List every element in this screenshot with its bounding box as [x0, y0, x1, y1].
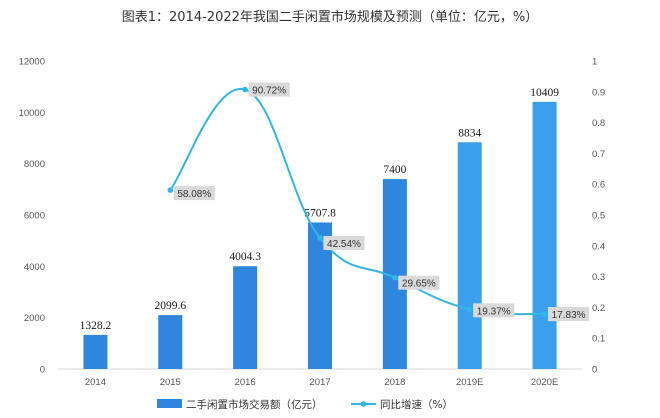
y-right-tick-label: 0.6: [592, 180, 605, 191]
bar: [457, 142, 482, 369]
y-right-tick-label: 0.8: [592, 118, 605, 129]
y-left-tick-label: 0: [40, 365, 45, 376]
x-tick-label: 2018: [384, 377, 405, 388]
y-right-tick-label: 0.9: [592, 87, 605, 98]
y-right-tick-label: 0: [592, 365, 597, 376]
y-right-tick-label: 0.7: [592, 149, 605, 160]
x-tick-label: 2017: [309, 377, 330, 388]
bar: [83, 334, 108, 369]
growth-rate-label: 42.54%: [327, 239, 361, 250]
growth-rate-label-bg: [248, 82, 290, 97]
growth-rate-point: [317, 235, 323, 241]
growth-rate-label: 29.65%: [402, 279, 436, 290]
bar: [233, 266, 258, 369]
y-right-tick-label: 1: [592, 57, 597, 68]
legend-bar-label: 二手闲置市场交易额（亿元）: [186, 398, 323, 411]
y-right-tick-label: 0.4: [592, 241, 605, 252]
growth-rate-point: [466, 306, 473, 313]
x-tick-label: 2015: [160, 377, 181, 388]
y-left-tick-label: 8000: [24, 159, 45, 170]
growth-rate-label-bg: [173, 186, 215, 201]
bar-value-label: 2099.6: [154, 300, 186, 312]
chart-title: 图表1：2014-2022年我国二手闲置市场规模及预测（单位：亿元，%）: [121, 10, 539, 25]
y-right-tick-label: 0.1: [592, 334, 605, 345]
x-tick-label: 2020E: [531, 377, 558, 388]
bar-value-label: 5707.8: [304, 207, 336, 219]
growth-rate-label-bg: [323, 235, 365, 250]
y-left-tick-label: 10000: [19, 108, 45, 119]
legend-line-label: 同比增速（%）: [380, 398, 453, 411]
y-right-tick-label: 0.3: [592, 272, 605, 283]
growth-rate-label-bg: [398, 275, 440, 290]
bar: [532, 101, 557, 369]
growth-rate-line: [169, 88, 545, 316]
y-left-tick-label: 4000: [24, 262, 45, 273]
growth-rate-label-bg: [547, 307, 590, 322]
y-right-tick-label: 0.2: [592, 303, 605, 314]
legend-line-marker: [360, 401, 367, 407]
bar: [158, 315, 183, 369]
y-right-tick-label: 0.5: [592, 211, 605, 222]
legend-bar-swatch: [157, 399, 182, 408]
growth-rate-label: 19.37%: [477, 306, 511, 317]
growth-rate-label: 58.08%: [177, 189, 211, 200]
bar-value-label: 10409: [530, 87, 559, 99]
y-left-tick-label: 6000: [24, 211, 45, 222]
bar-value-label: 8834: [458, 127, 481, 139]
bar-value-label: 1328.2: [80, 320, 112, 332]
y-left-tick-label: 12000: [19, 57, 45, 68]
growth-rate-label: 90.72%: [252, 86, 286, 97]
bar-value-label: 7400: [383, 164, 406, 176]
growth-rate-point: [167, 187, 174, 193]
growth-rate-point: [392, 274, 398, 281]
growth-rate-label-bg: [473, 303, 515, 318]
y-left-tick-label: 2000: [24, 313, 45, 324]
x-tick-label: 2019E: [456, 377, 483, 388]
bar-value-label: 4004.3: [229, 251, 261, 263]
growth-rate-label: 17.83%: [552, 310, 586, 321]
x-tick-label: 2014: [85, 377, 106, 388]
growth-rate-point: [541, 311, 548, 317]
growth-rate-point: [242, 86, 248, 93]
x-tick-label: 2016: [235, 377, 256, 388]
